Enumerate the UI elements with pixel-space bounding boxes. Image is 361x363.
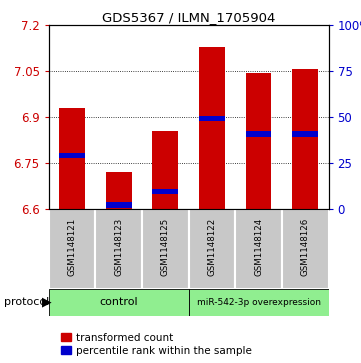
Bar — [49, 289, 188, 316]
Bar — [282, 209, 329, 289]
Legend: transformed count, percentile rank within the sample: transformed count, percentile rank withi… — [61, 333, 252, 356]
Text: ▶: ▶ — [42, 296, 51, 309]
Bar — [152, 188, 178, 194]
Bar — [292, 69, 318, 209]
Bar — [142, 209, 188, 289]
Text: GSM1148122: GSM1148122 — [208, 218, 217, 276]
Bar — [106, 202, 131, 208]
Bar — [95, 209, 142, 289]
Bar — [235, 209, 282, 289]
Bar — [59, 152, 85, 158]
Bar — [188, 289, 329, 316]
Text: control: control — [99, 297, 138, 307]
Bar — [199, 47, 225, 209]
Bar — [246, 73, 271, 209]
Bar — [106, 172, 131, 209]
Bar — [199, 116, 225, 121]
Text: GSM1148123: GSM1148123 — [114, 218, 123, 276]
Text: GSM1148121: GSM1148121 — [68, 218, 77, 276]
Title: GDS5367 / ILMN_1705904: GDS5367 / ILMN_1705904 — [102, 11, 275, 24]
Bar — [59, 108, 85, 209]
Text: GSM1148126: GSM1148126 — [301, 218, 310, 276]
Bar — [292, 131, 318, 136]
Text: GSM1148124: GSM1148124 — [254, 218, 263, 276]
Bar — [49, 209, 95, 289]
Text: GSM1148125: GSM1148125 — [161, 218, 170, 276]
Text: protocol: protocol — [4, 297, 49, 307]
Bar — [188, 209, 235, 289]
Bar — [246, 131, 271, 136]
Bar — [152, 131, 178, 209]
Text: miR-542-3p overexpression: miR-542-3p overexpression — [197, 298, 321, 307]
